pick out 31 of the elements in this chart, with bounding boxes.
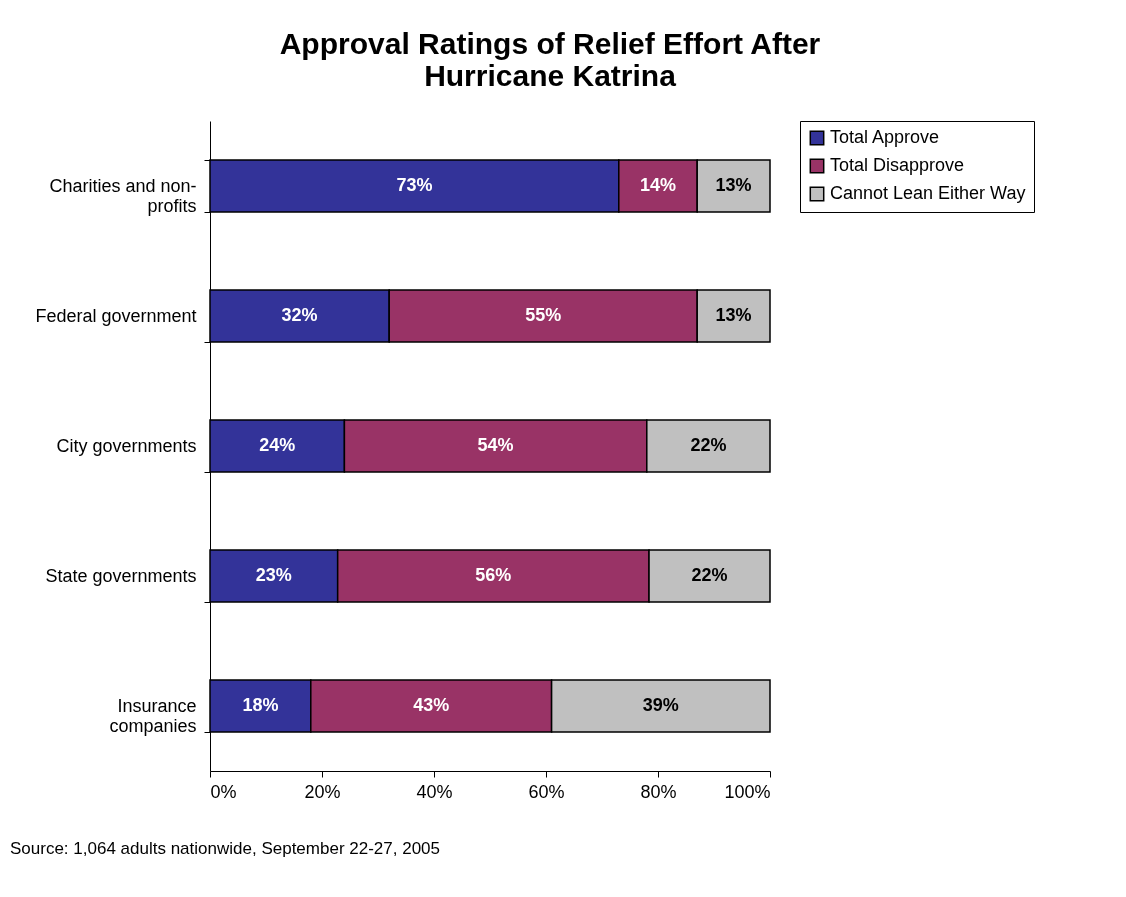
data-label: 56%: [475, 565, 512, 585]
data-label: 13%: [715, 305, 752, 325]
data-label: 13%: [715, 175, 752, 195]
data-label: 18%: [242, 695, 279, 715]
data-label: 22%: [691, 565, 728, 585]
x-tick-label: 40%: [416, 781, 453, 802]
x-tick-label: 100%: [724, 781, 771, 802]
x-tick-label: 0%: [210, 781, 237, 802]
y-tick-label: State governments: [45, 565, 197, 586]
data-label: 22%: [690, 435, 727, 455]
legend-label: Cannot Lean Either Way: [830, 183, 1026, 203]
chart-title: Approval Ratings of Relief Effort After Hurricane Katrina: [279, 27, 821, 92]
data-label: 54%: [477, 435, 514, 455]
data-label: 32%: [281, 305, 318, 325]
y-tick-label: City governments: [56, 435, 197, 456]
data-label: 55%: [525, 305, 562, 325]
legend-label: Total Disapprove: [830, 155, 965, 175]
data-label: 14%: [639, 175, 677, 195]
y-tick-label: Insurance companies: [109, 695, 197, 736]
y-tick-label: Charities and non-profits: [49, 175, 197, 216]
legend-label: Total Approve: [830, 127, 940, 147]
x-tick-label: 60%: [528, 781, 565, 802]
data-label: 43%: [413, 695, 450, 715]
data-label: 73%: [396, 175, 433, 195]
source-note: Source: 1,064 adults nationwide, September 22-27, 2005: [10, 839, 441, 858]
data-label: 23%: [255, 565, 292, 585]
data-label: 24%: [259, 435, 296, 455]
x-tick-label: 80%: [640, 781, 677, 802]
x-tick-label: 20%: [304, 781, 341, 802]
data-label: 39%: [642, 695, 679, 715]
y-tick-label: Federal government: [35, 305, 197, 326]
